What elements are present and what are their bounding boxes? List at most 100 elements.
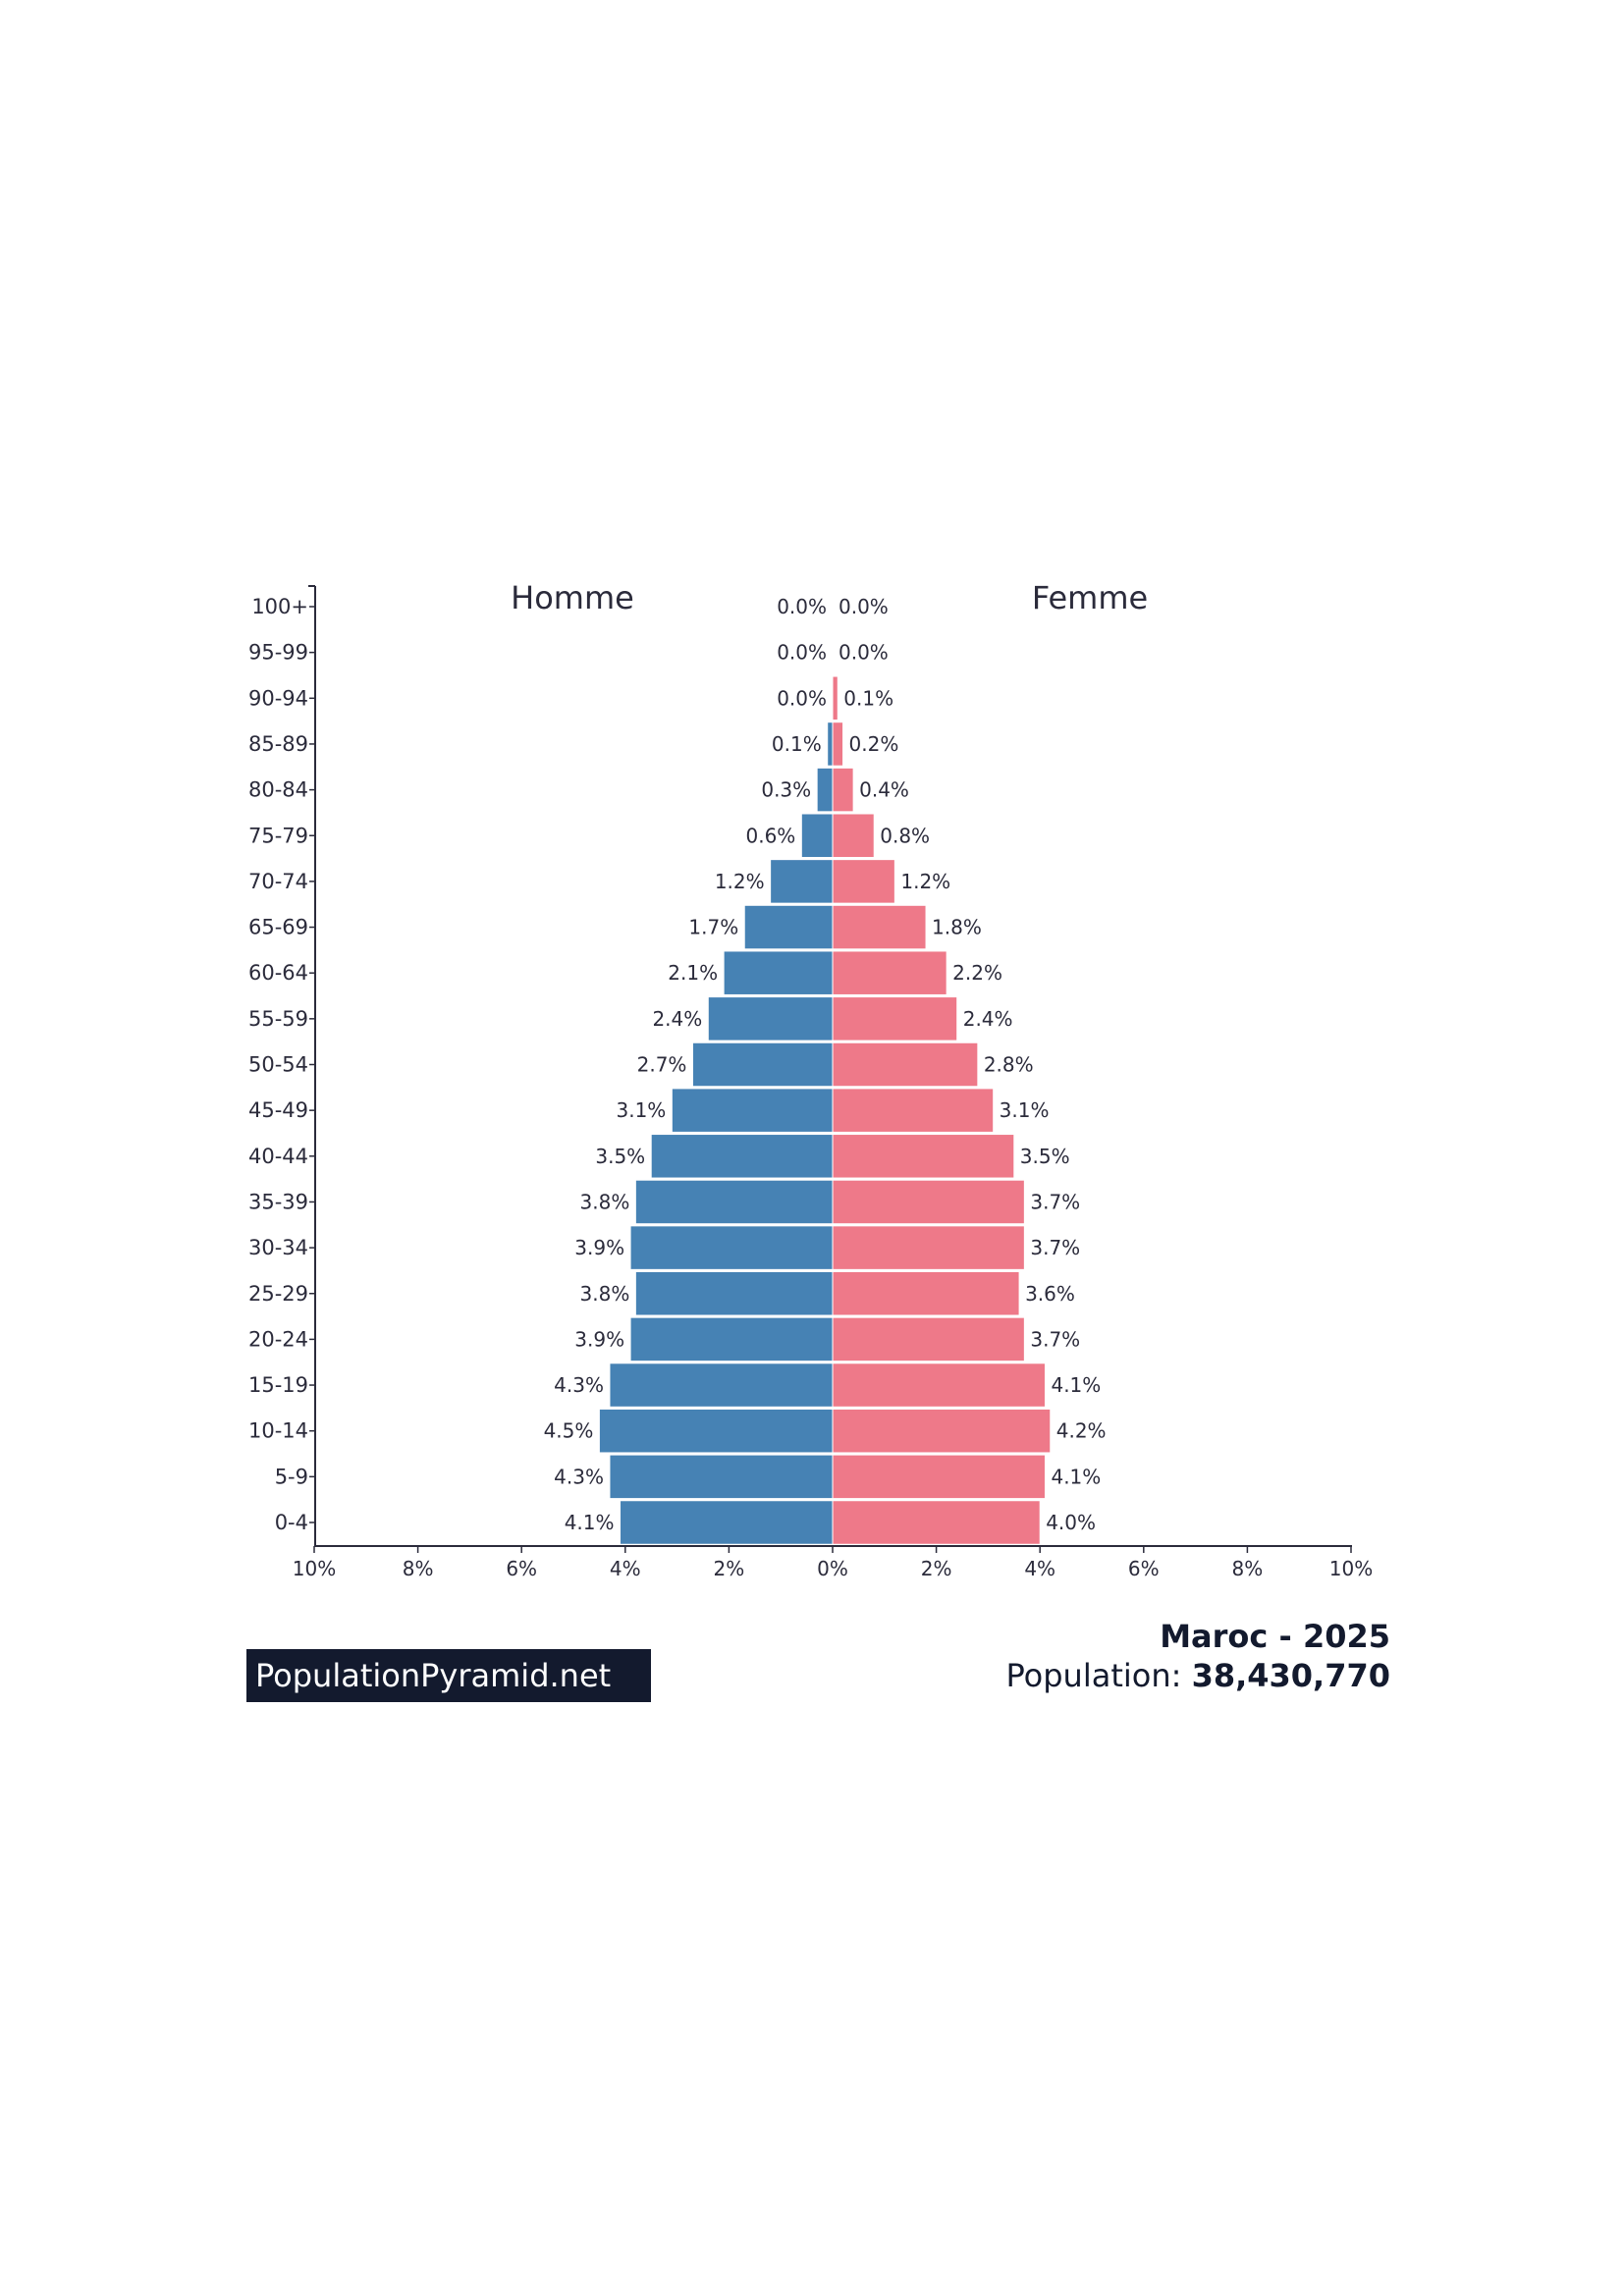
- value-label-homme: 4.5%: [544, 1419, 594, 1443]
- bar-femme: [832, 767, 854, 813]
- bar-femme: [832, 1134, 1015, 1179]
- value-label-homme: 3.9%: [574, 1327, 624, 1351]
- chart-title: Maroc - 2025: [1160, 1618, 1390, 1655]
- value-label-femme: 0.4%: [859, 778, 909, 802]
- population-total: Population: 38,430,770: [1005, 1657, 1390, 1694]
- value-label-femme: 3.6%: [1025, 1282, 1075, 1306]
- value-label-femme: 0.0%: [839, 641, 889, 665]
- bar-homme: [671, 1088, 834, 1133]
- value-label-femme: 0.2%: [849, 732, 899, 756]
- x-tick-label: 2%: [714, 1557, 745, 1580]
- x-tick-label: 6%: [1128, 1557, 1160, 1580]
- value-label-femme: 2.2%: [952, 961, 1002, 985]
- value-label-homme: 3.5%: [595, 1145, 645, 1168]
- value-label-homme: 4.1%: [565, 1511, 615, 1534]
- site-logo[interactable]: PopulationPyramid.net: [246, 1649, 651, 1702]
- bar-homme: [650, 1134, 834, 1179]
- bar-homme: [707, 996, 834, 1041]
- bar-femme: [832, 904, 927, 950]
- value-label-homme: 3.8%: [580, 1282, 630, 1306]
- value-label-femme: 3.7%: [1030, 1236, 1080, 1259]
- bar-femme: [832, 1225, 1025, 1270]
- bar-homme: [827, 721, 834, 767]
- value-label-femme: 0.0%: [839, 595, 889, 618]
- value-label-femme: 3.1%: [1000, 1098, 1050, 1122]
- bar-homme: [629, 1316, 834, 1362]
- age-group-label: 55-59: [248, 1007, 308, 1031]
- age-group-label: 80-84: [248, 778, 308, 802]
- population-value: 38,430,770: [1191, 1657, 1390, 1694]
- bar-homme: [634, 1179, 834, 1225]
- bar-homme: [634, 1271, 834, 1316]
- bar-homme: [723, 950, 834, 995]
- value-label-femme: 0.1%: [843, 686, 893, 710]
- bar-homme: [598, 1408, 834, 1454]
- age-group-label: 100+: [251, 595, 308, 618]
- age-group-label: 5-9: [275, 1465, 308, 1488]
- legend-femme: Femme: [1032, 579, 1148, 616]
- value-label-homme: 4.3%: [554, 1465, 604, 1488]
- bar-homme: [743, 904, 834, 950]
- value-label-femme: 3.7%: [1030, 1190, 1080, 1213]
- age-group-label: 0-4: [275, 1511, 308, 1534]
- bar-femme: [832, 629, 835, 675]
- value-label-femme: 0.8%: [880, 824, 930, 847]
- bar-femme: [832, 1500, 1041, 1545]
- bar-femme: [832, 1041, 979, 1088]
- bar-homme: [609, 1454, 834, 1500]
- bar-femme: [832, 1454, 1046, 1500]
- bar-femme: [832, 859, 895, 904]
- x-tick-label: 6%: [506, 1557, 537, 1580]
- bar-femme: [832, 1362, 1046, 1408]
- value-label-homme: 0.1%: [772, 732, 822, 756]
- age-group-label: 75-79: [248, 824, 308, 847]
- age-group-label: 65-69: [248, 916, 308, 939]
- age-group-label: 10-14: [248, 1419, 308, 1443]
- value-label-homme: 2.7%: [637, 1053, 687, 1077]
- x-tick-label: 8%: [403, 1557, 434, 1580]
- value-label-femme: 4.1%: [1051, 1465, 1101, 1488]
- legend-homme: Homme: [511, 579, 634, 616]
- age-group-label: 45-49: [248, 1098, 308, 1122]
- age-group-label: 15-19: [248, 1373, 308, 1397]
- value-label-homme: 0.0%: [777, 641, 827, 665]
- value-label-femme: 3.7%: [1030, 1327, 1080, 1351]
- value-label-homme: 0.3%: [761, 778, 811, 802]
- bar-homme: [620, 1500, 834, 1545]
- bar-femme: [832, 1179, 1025, 1225]
- value-label-femme: 4.2%: [1056, 1419, 1107, 1443]
- bar-femme: [832, 721, 844, 767]
- value-label-homme: 1.7%: [688, 916, 738, 939]
- value-label-femme: 4.0%: [1046, 1511, 1096, 1534]
- value-label-homme: 3.9%: [574, 1236, 624, 1259]
- population-label: Population:: [1005, 1657, 1192, 1694]
- bar-homme: [800, 813, 834, 858]
- value-label-homme: 4.3%: [554, 1373, 604, 1397]
- age-group-label: 90-94: [248, 686, 308, 710]
- value-label-homme: 2.1%: [668, 961, 718, 985]
- value-label-femme: 1.8%: [932, 916, 982, 939]
- age-group-label: 70-74: [248, 870, 308, 893]
- age-group-label: 85-89: [248, 732, 308, 756]
- value-label-homme: 3.8%: [580, 1190, 630, 1213]
- value-label-homme: 3.1%: [617, 1098, 667, 1122]
- value-label-homme: 0.0%: [777, 595, 827, 618]
- x-tick-label: 2%: [921, 1557, 952, 1580]
- value-label-femme: 1.2%: [900, 870, 950, 893]
- bar-femme: [832, 1316, 1025, 1362]
- bar-femme: [832, 813, 875, 858]
- bar-homme: [691, 1041, 834, 1088]
- age-group-label: 35-39: [248, 1190, 308, 1213]
- value-label-femme: 3.5%: [1020, 1145, 1070, 1168]
- value-label-homme: 2.4%: [652, 1007, 702, 1031]
- x-tick-label: 4%: [1024, 1557, 1055, 1580]
- age-group-label: 25-29: [248, 1282, 308, 1306]
- bar-femme: [832, 1088, 995, 1133]
- bar-femme: [832, 950, 947, 995]
- value-label-femme: 4.1%: [1051, 1373, 1101, 1397]
- value-label-homme: 0.6%: [746, 824, 796, 847]
- x-tick-label: 8%: [1232, 1557, 1264, 1580]
- value-label-homme: 0.0%: [777, 686, 827, 710]
- bar-femme: [832, 675, 839, 721]
